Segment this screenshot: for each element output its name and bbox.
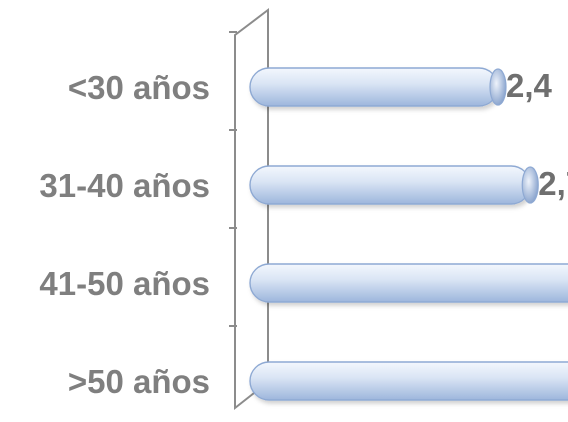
value-label-1: 2,4 [506,67,553,104]
bar-group-4 [249,361,568,401]
bar-3 [249,263,568,303]
bar-end-cap-2 [521,166,539,204]
bar-group-3 [249,263,568,303]
bar-4 [249,361,568,401]
bar-end-cap-1 [489,68,507,106]
value-label-2: 2,7 [538,165,568,202]
bar-1 [249,67,499,107]
category-label-1: <30 años [68,69,210,106]
bar-group-1 [249,67,507,107]
bars-layer [249,67,568,401]
bar-2 [249,165,531,205]
category-label-4: >50 años [68,363,210,400]
category-label-3: 41-50 años [39,265,210,302]
category-label-2: 31-40 años [39,167,210,204]
bar-group-2 [249,165,539,205]
